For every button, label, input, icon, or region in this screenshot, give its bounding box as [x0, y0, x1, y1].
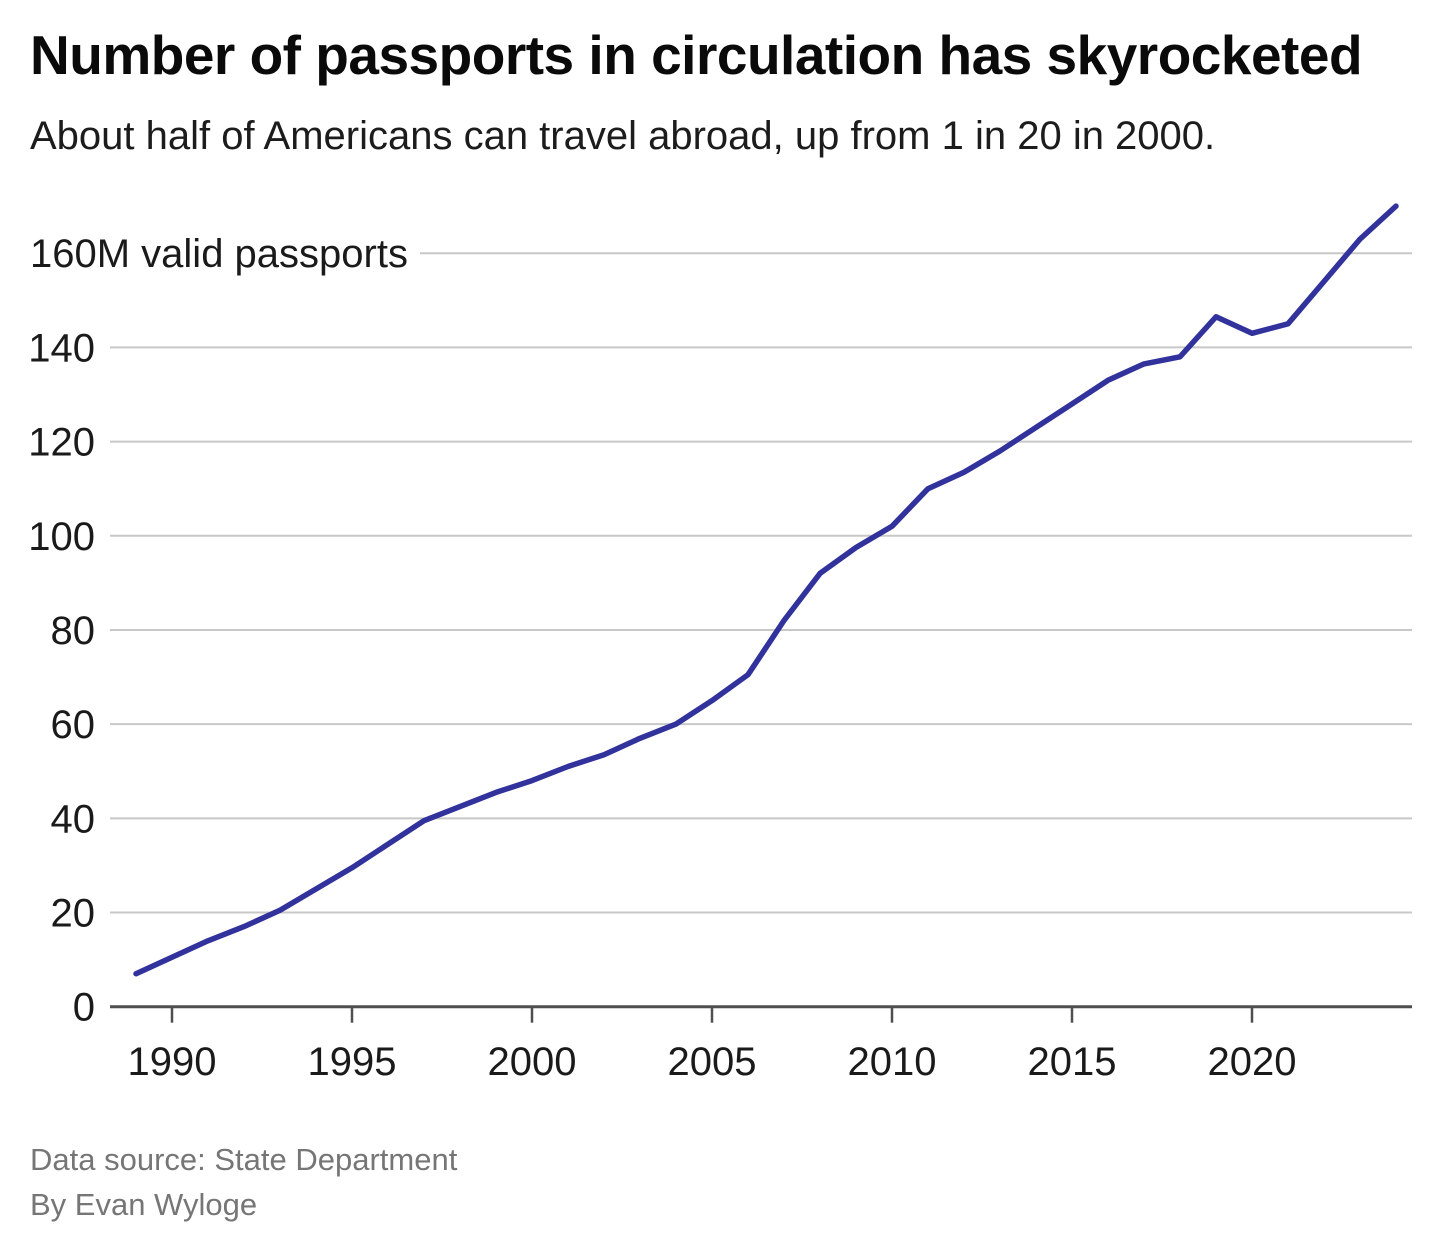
x-tick-label: 2000 — [488, 1040, 577, 1084]
x-tick-label: 1990 — [128, 1040, 217, 1084]
chart-title: Number of passports in circulation has s… — [30, 24, 1363, 86]
byline: By Evan Wyloge — [30, 1186, 258, 1222]
data-source: Data source: State Department — [30, 1142, 458, 1177]
y-tick-label: 140 — [28, 326, 95, 370]
x-tick-label: 2005 — [668, 1040, 757, 1084]
x-tick-label: 1995 — [308, 1040, 397, 1084]
y-tick-label: 0 — [73, 986, 95, 1030]
x-tick-label: 2015 — [1028, 1040, 1117, 1084]
chart-subtitle: About half of Americans can travel abroa… — [30, 114, 1216, 158]
x-tick-label: 2010 — [848, 1040, 937, 1084]
chart-footer: Data source: State Department By Evan Wy… — [30, 1138, 457, 1228]
y-tick-label: 100 — [28, 515, 95, 559]
y-tick-label: 40 — [51, 797, 96, 841]
y-tick-label: 60 — [51, 703, 96, 747]
y-axis-unit-label: 160M valid passports — [30, 232, 408, 276]
y-tick-label: 80 — [51, 609, 96, 653]
y-tick-label: 120 — [28, 421, 95, 465]
passports-data-line — [133, 203, 1399, 977]
x-tick-label: 2020 — [1208, 1040, 1297, 1084]
y-tick-label: 20 — [51, 892, 96, 936]
